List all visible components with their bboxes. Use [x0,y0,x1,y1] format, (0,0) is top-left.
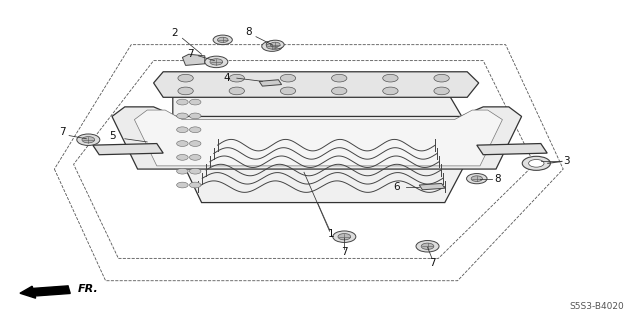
Circle shape [467,174,487,184]
Polygon shape [134,110,502,166]
Circle shape [229,87,244,95]
Circle shape [189,127,201,133]
Circle shape [189,141,201,146]
Polygon shape [477,144,547,155]
Circle shape [177,113,188,119]
Circle shape [416,241,439,252]
Polygon shape [112,107,522,169]
Circle shape [332,74,347,82]
Circle shape [189,113,201,119]
Circle shape [178,87,193,95]
Text: 7: 7 [429,258,435,268]
Text: 3: 3 [563,156,570,166]
Circle shape [177,182,188,188]
Text: 7: 7 [60,127,66,137]
Circle shape [270,42,280,47]
Text: 5: 5 [109,130,115,141]
Polygon shape [419,183,445,190]
Polygon shape [93,144,163,155]
Circle shape [266,43,278,49]
Circle shape [471,176,483,182]
Circle shape [280,74,296,82]
Circle shape [434,87,449,95]
Circle shape [177,168,188,174]
FancyArrow shape [20,286,70,298]
Circle shape [262,41,282,51]
Circle shape [383,74,398,82]
Text: 8: 8 [245,27,252,37]
Polygon shape [154,72,479,97]
Text: 2: 2 [172,28,178,39]
Polygon shape [182,54,205,65]
Circle shape [332,87,347,95]
Circle shape [189,168,201,174]
Circle shape [189,182,201,188]
Circle shape [77,134,100,145]
Circle shape [189,154,201,160]
Circle shape [280,87,296,95]
Text: 8: 8 [495,174,501,184]
Circle shape [218,37,228,42]
Circle shape [82,137,95,143]
Circle shape [529,160,544,167]
Text: S5S3-B4020: S5S3-B4020 [569,302,624,311]
Circle shape [522,156,550,170]
Circle shape [383,87,398,95]
Circle shape [189,99,201,105]
Circle shape [338,234,351,240]
Text: 7: 7 [341,247,348,257]
Circle shape [333,231,356,242]
Circle shape [177,141,188,146]
Circle shape [177,127,188,133]
Text: FR.: FR. [78,284,99,294]
Circle shape [266,40,284,49]
Circle shape [178,74,193,82]
Circle shape [205,56,228,68]
Polygon shape [259,80,282,86]
Text: 7: 7 [188,49,194,59]
Circle shape [210,59,223,65]
Circle shape [434,74,449,82]
Circle shape [177,154,188,160]
Text: 1: 1 [328,229,335,240]
Text: 4: 4 [224,73,230,83]
Polygon shape [173,88,477,203]
Circle shape [213,35,232,45]
Circle shape [229,74,244,82]
Circle shape [177,99,188,105]
Circle shape [421,243,434,249]
Text: 6: 6 [394,182,400,192]
